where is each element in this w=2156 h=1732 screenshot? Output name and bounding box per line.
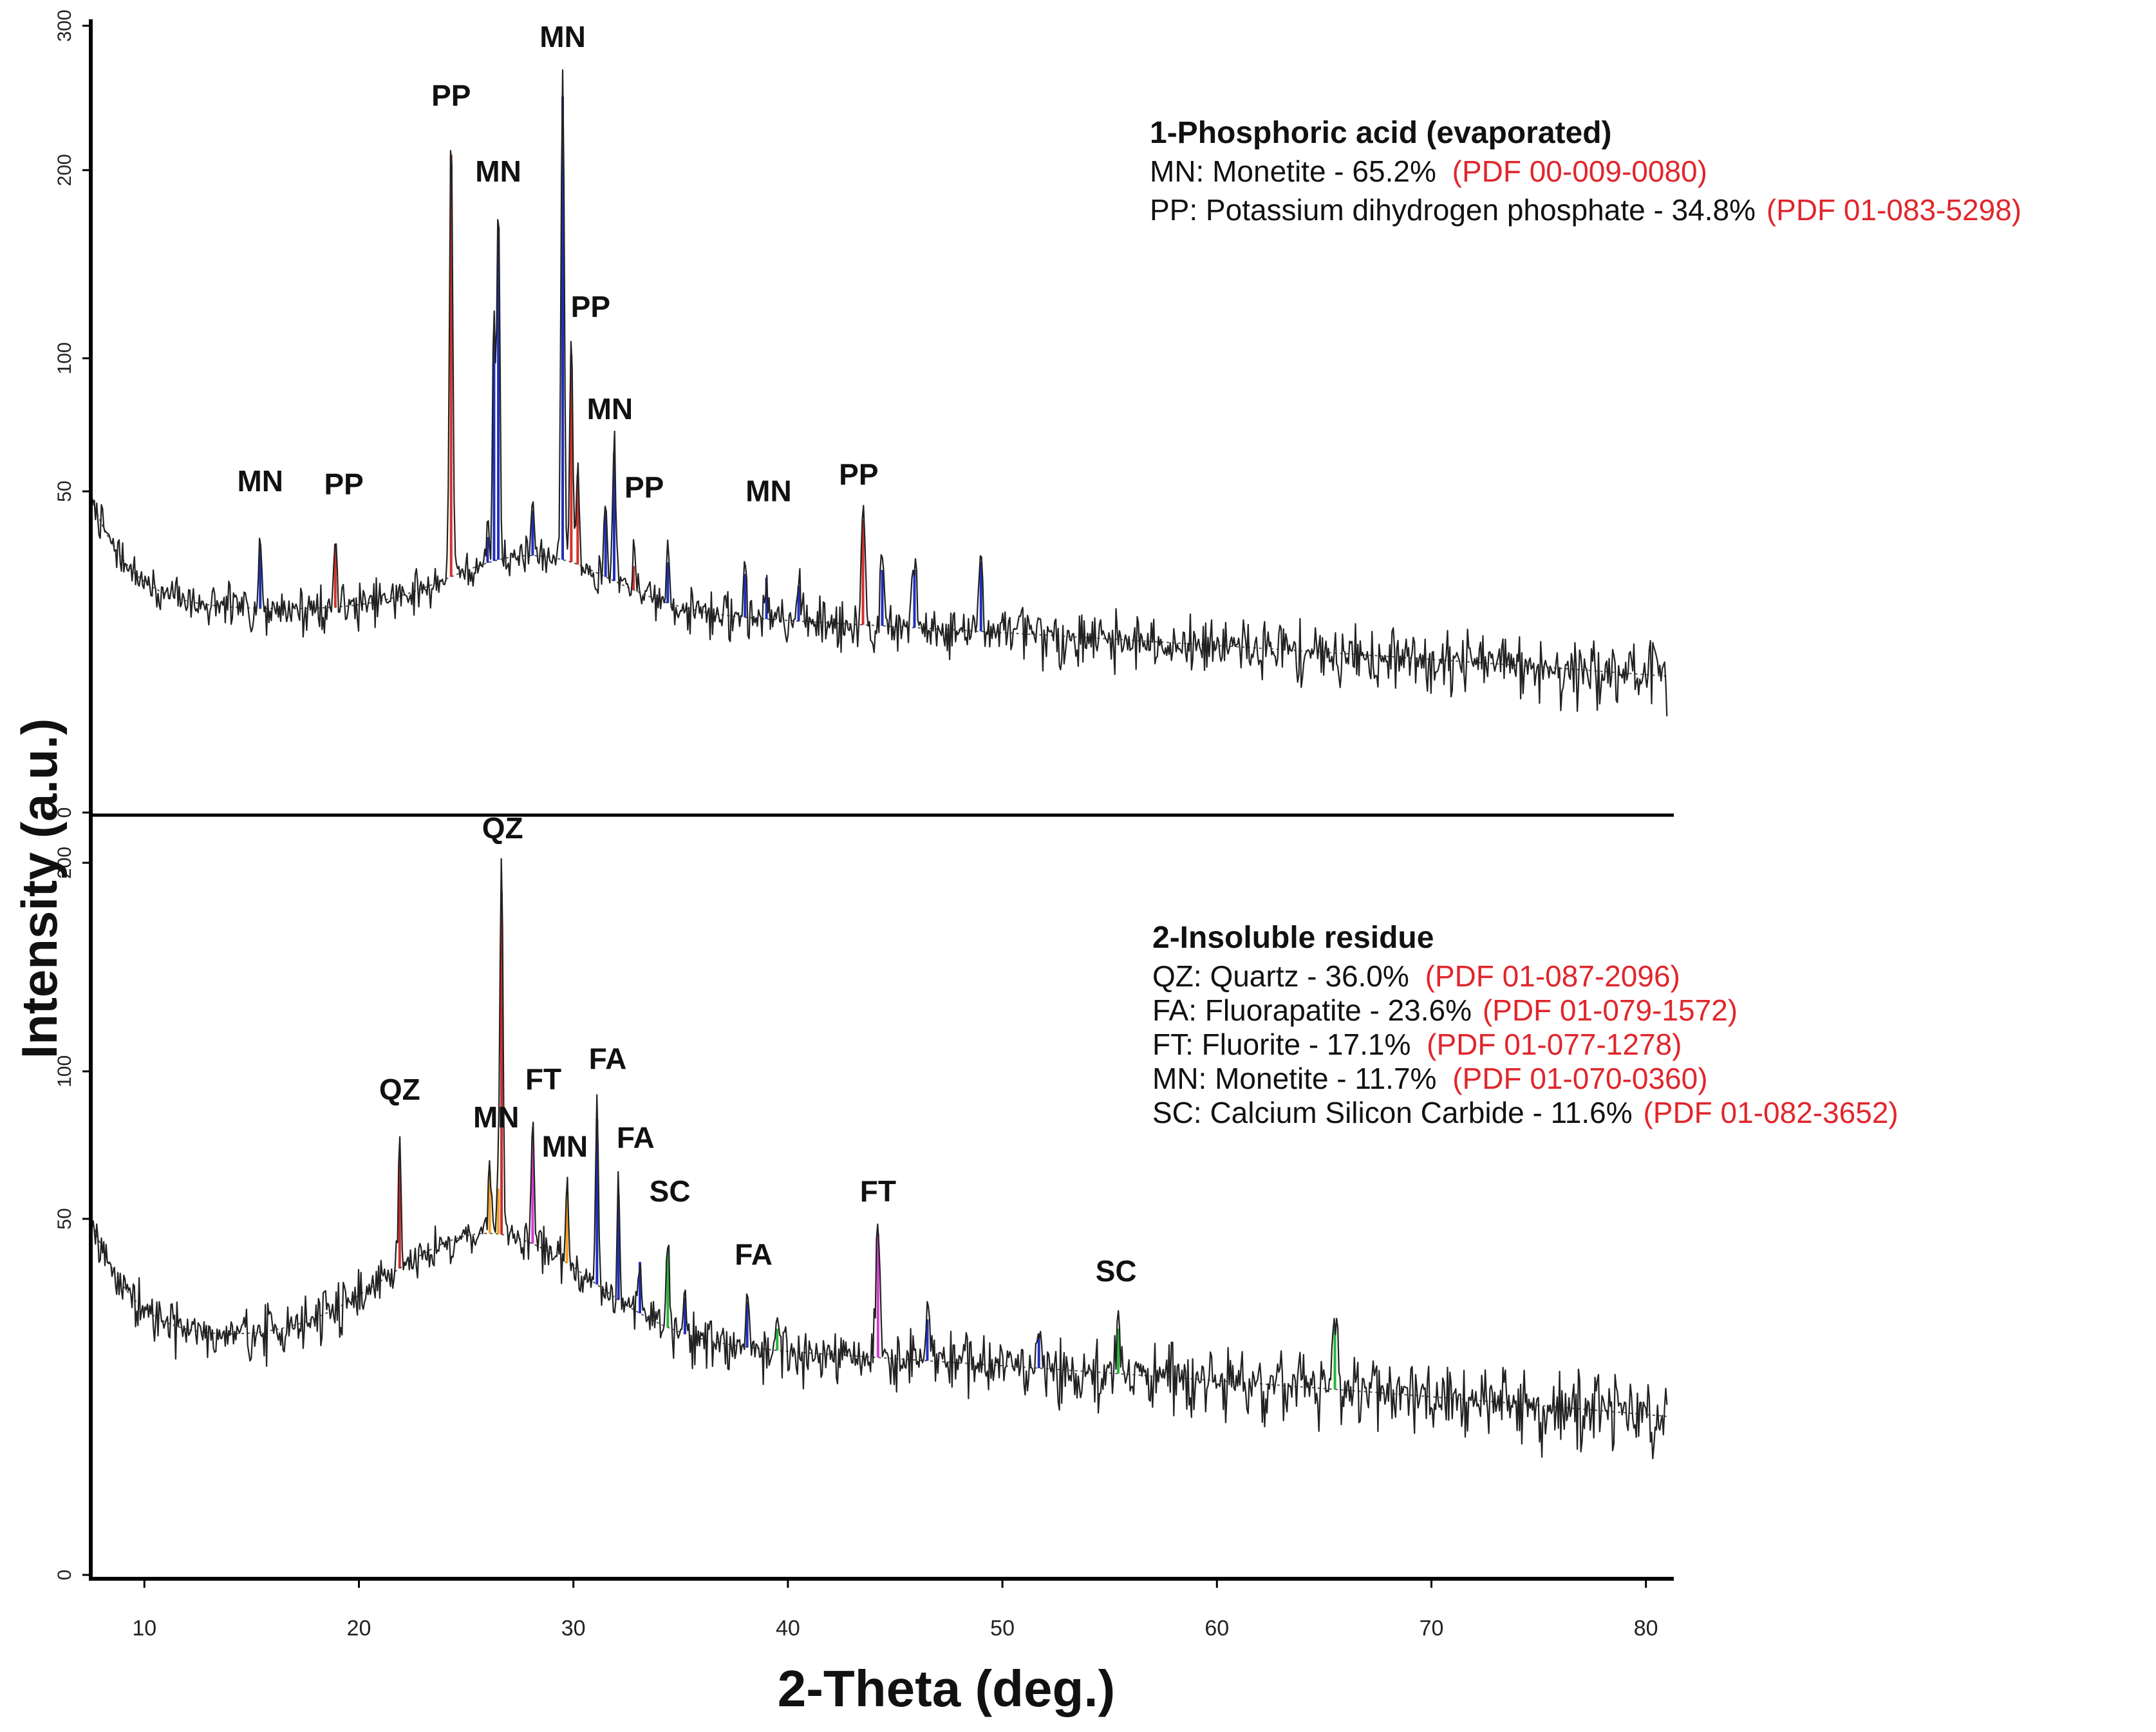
top-y-tick-label: 300 xyxy=(54,10,75,42)
legend-top-title: 1-Phosphoric acid (evaporated) xyxy=(1150,116,1612,150)
x-axis-title: 2-Theta (deg.) xyxy=(778,1660,1115,1717)
top-peak-label-pp: PP xyxy=(624,471,664,504)
bottom-background-curve xyxy=(90,1218,1668,1417)
legend-bottom-entry-3: FT: Fluorite - 17.1% (PDF 01-077-1278) xyxy=(1152,1028,1682,1061)
legend-bottom-entry-4-ref: (PDF 01-070-0360) xyxy=(1452,1062,1707,1095)
legend-bottom-entry-5-ref: (PDF 01-082-3652) xyxy=(1643,1096,1898,1129)
bottom-y-tick-label: 100 xyxy=(54,1055,75,1087)
legend-top: 1-Phosphoric acid (evaporated) MN: Monet… xyxy=(1150,116,2021,227)
top-peak-label-mn: MN xyxy=(237,464,283,498)
top-peak-label-pp: PP xyxy=(431,79,471,112)
top-peak-label-pp: PP xyxy=(571,290,610,323)
top-panel-phosphoric-acid: 0 50 100 200 300 MN PP PP MN MN PP MN PP MN PP xyxy=(54,10,1668,818)
top-peak-label-pp: PP xyxy=(839,458,878,491)
legend-top-entry-1-text: MN: Monetite - 65.2% xyxy=(1150,155,1436,188)
top-y-tick-label: 50 xyxy=(54,480,75,502)
legend-bottom-entry-3-ref: (PDF 01-077-1278) xyxy=(1427,1028,1682,1061)
bottom-peak-label-mn: MN xyxy=(542,1129,588,1163)
legend-bottom-entry-4-text: MN: Monetite - 11.7% xyxy=(1152,1062,1436,1095)
legend-bottom-title: 2-Insoluble residue xyxy=(1152,921,1434,955)
x-axis-ticks: 10 20 30 40 50 60 70 80 xyxy=(132,1579,1658,1641)
top-y-tick-label: 200 xyxy=(54,154,75,186)
bottom-peak-label-qz: QZ xyxy=(379,1073,420,1106)
x-tick-label: 30 xyxy=(561,1616,586,1641)
bottom-peak-label-sc: SC xyxy=(1096,1254,1137,1288)
legend-bottom-entry-3-text: FT: Fluorite - 17.1% xyxy=(1152,1028,1411,1061)
bottom-panel-insoluble-residue: 0 50 100 200 QZ MN QZ FT FA MN FA SC FA FT SC xyxy=(54,811,1668,1581)
legend-top-entry-2-text: PP: Potassium dihydrogen phosphate - 34.… xyxy=(1150,193,1756,227)
bottom-diffraction-pattern xyxy=(89,858,1668,1460)
legend-bottom-entry-2-ref: (PDF 01-079-1572) xyxy=(1483,993,1738,1027)
x-tick-label: 60 xyxy=(1205,1616,1229,1641)
bottom-peak-label-ft: FT xyxy=(860,1174,896,1208)
x-tick-label: 50 xyxy=(990,1616,1015,1641)
bottom-y-tick-label: 0 xyxy=(54,1570,75,1581)
x-tick-label: 40 xyxy=(776,1616,800,1641)
legend-bottom-entry-2-text: FA: Fluorapatite - 23.6% xyxy=(1152,993,1472,1027)
bottom-peak-label-fa: FA xyxy=(735,1238,773,1271)
legend-bottom-entry-4: MN: Monetite - 11.7% (PDF 01-070-0360) xyxy=(1152,1062,1708,1095)
x-tick-label: 10 xyxy=(132,1616,156,1641)
legend-top-entry-2: PP: Potassium dihydrogen phosphate - 34.… xyxy=(1150,193,2021,227)
top-peak-label-mn: MN xyxy=(539,20,586,53)
x-tick-label: 80 xyxy=(1634,1616,1658,1641)
top-peak-label-mn: MN xyxy=(587,392,633,426)
bottom-pattern-trace xyxy=(89,858,1668,1460)
top-y-tick-label: 0 xyxy=(54,807,75,818)
legend-top-entry-2-ref: (PDF 01-083-5298) xyxy=(1767,193,2021,227)
bottom-y-tick-label: 200 xyxy=(54,847,75,879)
legend-bottom-entry-1-ref: (PDF 01-087-2096) xyxy=(1425,959,1680,993)
bottom-peak-label-qz: QZ xyxy=(482,811,523,845)
top-diffraction-pattern xyxy=(89,69,1668,717)
top-peak-labels: MN PP PP MN MN PP MN PP MN PP xyxy=(237,20,878,507)
top-peak-label-mn: MN xyxy=(745,474,792,507)
bottom-phase-sticks xyxy=(398,892,1336,1389)
legend-bottom: 2-Insoluble residue QZ: Quartz - 36.0% (… xyxy=(1152,921,1898,1129)
top-peak-label-mn: MN xyxy=(475,155,521,188)
legend-bottom-entry-2: FA: Fluorapatite - 23.6% (PDF 01-079-157… xyxy=(1152,993,1738,1027)
top-y-tick-label: 100 xyxy=(54,342,75,374)
top-pattern-trace xyxy=(89,69,1668,717)
legend-top-entry-1: MN: Monetite - 65.2% (PDF 00-009-0080) xyxy=(1150,155,1707,188)
legend-bottom-entry-5: SC: Calcium Silicon Carbide - 11.6% (PDF… xyxy=(1152,1096,1898,1129)
bottom-peak-label-sc: SC xyxy=(650,1174,691,1208)
legend-bottom-entry-1-text: QZ: Quartz - 36.0% xyxy=(1152,959,1409,993)
bottom-y-tick-label: 50 xyxy=(54,1208,75,1229)
legend-bottom-entry-5-text: SC: Calcium Silicon Carbide - 11.6% xyxy=(1152,1096,1633,1129)
top-y-axis-ticks: 0 50 100 200 300 xyxy=(54,10,91,818)
top-phase-sticks xyxy=(259,97,982,632)
bottom-background-fit xyxy=(90,1218,1668,1417)
bottom-peak-label-ft: FT xyxy=(525,1062,561,1096)
bottom-peak-labels: QZ MN QZ FT FA MN FA SC FA FT SC xyxy=(379,811,1137,1288)
top-peak-label-pp: PP xyxy=(324,467,363,501)
legend-bottom-entry-1: QZ: Quartz - 36.0% (PDF 01-087-2096) xyxy=(1152,959,1680,993)
legend-top-entry-1-ref: (PDF 00-009-0080) xyxy=(1452,155,1707,188)
bottom-peak-label-fa: FA xyxy=(589,1042,627,1075)
x-tick-label: 20 xyxy=(347,1616,371,1641)
y-axis-title: Intensity (a.u.) xyxy=(11,719,68,1059)
bottom-peak-label-fa: FA xyxy=(617,1120,655,1154)
x-tick-label: 70 xyxy=(1420,1616,1444,1641)
bottom-peak-label-mn: MN xyxy=(473,1100,520,1134)
